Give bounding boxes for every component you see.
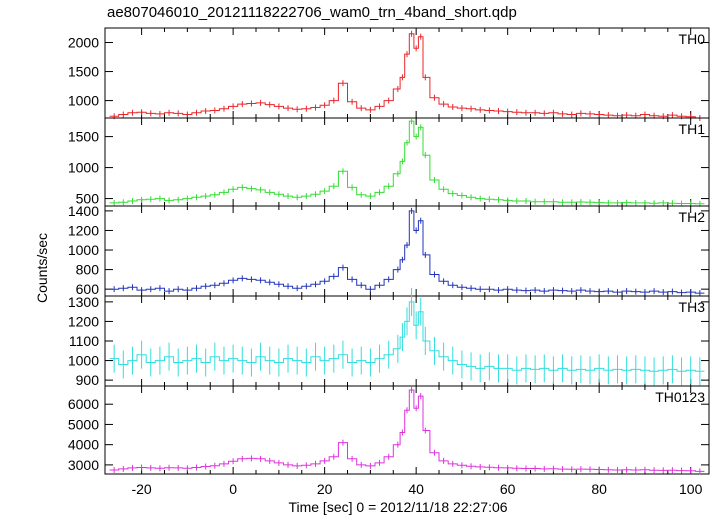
panel-label: TH1 — [679, 121, 706, 137]
series-line-th2 — [109, 210, 705, 294]
chart-title: ae807046010_20121118222706_wam0_trn_4ban… — [107, 4, 517, 21]
y-tick-label: 900 — [76, 372, 100, 388]
y-tick-label: 6000 — [68, 396, 99, 412]
x-tick-label: 20 — [317, 481, 333, 497]
y-tick-label: 4000 — [68, 437, 99, 453]
x-tick-label: 60 — [500, 481, 516, 497]
panel-frame — [104, 117, 710, 207]
panel-th0123: 3000 4000 5000 6000 TH0123 — [68, 385, 710, 475]
x-tick-label: 40 — [408, 481, 424, 497]
panel-frame — [104, 27, 710, 119]
x-tick-label: 0 — [229, 481, 237, 497]
x-tick-label: -20 — [131, 481, 151, 497]
x-axis-label: Time [sec] 0 = 2012/11/18 22:27:06 — [288, 499, 507, 515]
panel-th2: 600 800 1000 1200 1400 TH2 — [68, 203, 710, 297]
panel-label: TH2 — [679, 209, 706, 225]
y-tick-label: 1300 — [68, 294, 99, 310]
y-tick-label: 1100 — [69, 333, 99, 349]
series-line-th0123 — [109, 389, 705, 472]
y-tick-label: 1000 — [68, 160, 99, 176]
x-tick-label: 80 — [591, 481, 607, 497]
panel-frame — [104, 205, 710, 297]
y-tick-label: 2000 — [68, 35, 99, 51]
x-tick-label: 100 — [679, 481, 703, 497]
series-line-th0 — [109, 33, 705, 119]
series-line-th1 — [109, 120, 705, 205]
series-line-th3 — [109, 301, 705, 372]
panel-label: TH0123 — [655, 389, 705, 405]
y-tick-label: 1500 — [68, 64, 99, 80]
y-tick-label: 1000 — [68, 242, 99, 258]
panel-label: TH0 — [679, 31, 706, 47]
y-tick-label: 1200 — [68, 222, 99, 238]
y-tick-label: 1200 — [68, 313, 99, 329]
y-tick-label: 1500 — [68, 129, 99, 145]
y-tick-label: 600 — [76, 281, 100, 297]
panel-label: TH3 — [679, 299, 706, 315]
y-tick-label: 3000 — [68, 457, 99, 473]
panel-th0: 1000 1500 2000 TH0 — [68, 27, 710, 121]
panel-th1: 500 1000 1500 TH1 — [68, 117, 710, 207]
y-axis-label: Counts/sec — [34, 233, 50, 303]
panel-frame — [104, 385, 710, 475]
y-tick-label: 800 — [76, 262, 100, 278]
y-tick-label: 5000 — [68, 416, 99, 432]
y-tick-label: 1000 — [68, 93, 99, 109]
panel-th3: 900 1000 1100 1200 1300 TH3 — [68, 287, 710, 388]
y-tick-label: 500 — [76, 191, 100, 207]
y-tick-label: 1400 — [68, 203, 99, 219]
y-tick-label: 1000 — [68, 353, 99, 369]
